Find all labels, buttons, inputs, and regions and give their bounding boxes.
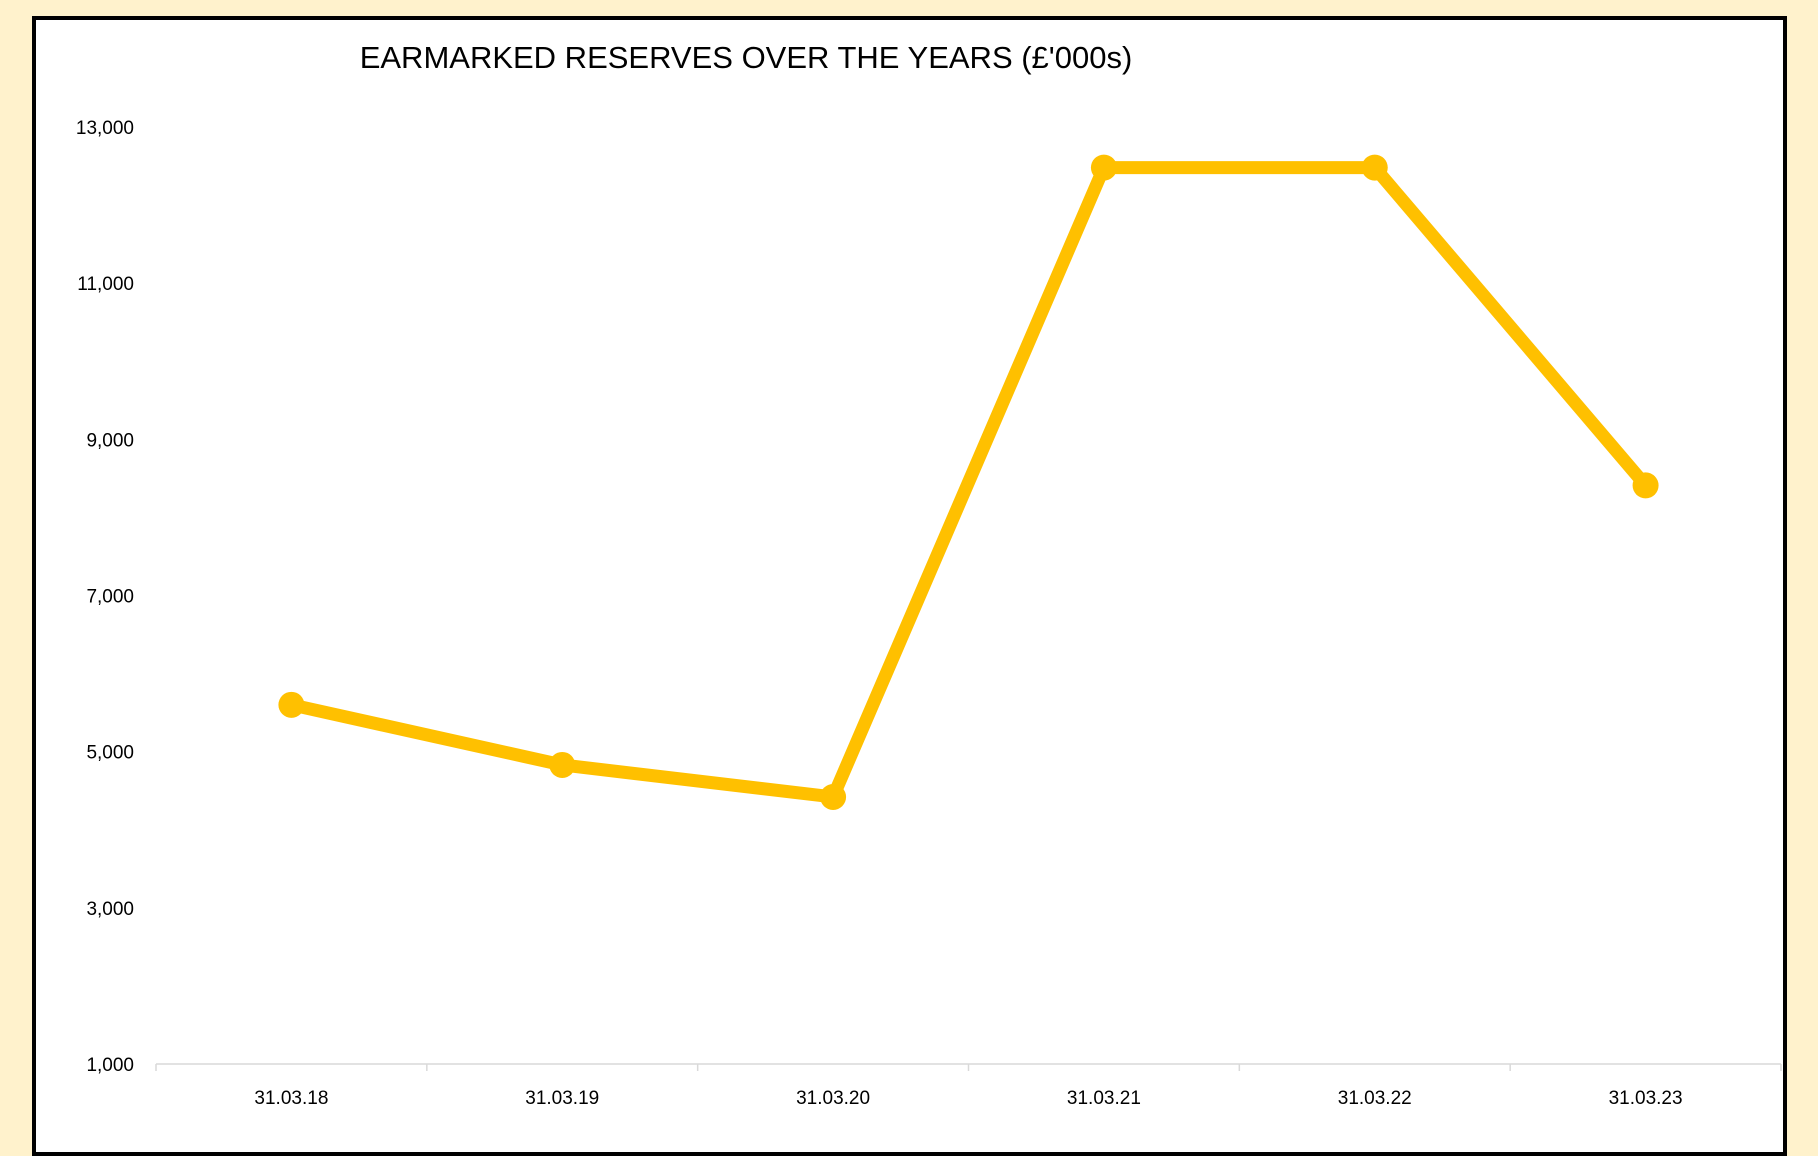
data-point-marker [549, 751, 576, 778]
x-tick-label: 31.03.22 [1338, 1088, 1412, 1109]
x-tick-label: 31.03.20 [796, 1088, 870, 1109]
y-axis-tick-labels: 1,000 3,000 5,000 7,000 9,000 11,000 13,000 [76, 118, 134, 1076]
x-tick-label: 31.03.23 [1609, 1088, 1683, 1109]
y-tick-label: 13,000 [76, 118, 134, 139]
series-line [284, 161, 1653, 804]
y-tick-label: 11,000 [77, 274, 134, 295]
data-point-marker [1361, 154, 1388, 181]
data-point-marker [1090, 154, 1117, 181]
y-tick-label: 9,000 [86, 430, 134, 451]
x-tick-label: 31.03.21 [1067, 1088, 1141, 1109]
y-tick-label: 5,000 [86, 743, 134, 764]
series-group [278, 154, 1659, 810]
x-tick-label: 31.03.19 [525, 1088, 599, 1109]
y-tick-label: 3,000 [86, 899, 134, 920]
line-chart: EARMARKED RESERVES OVER THE YEARS (£'000… [76, 40, 1782, 1109]
data-point-marker [1632, 472, 1659, 499]
y-tick-label: 1,000 [86, 1055, 134, 1076]
chart-title: EARMARKED RESERVES OVER THE YEARS (£'000… [360, 40, 1133, 75]
chart-frame: EARMARKED RESERVES OVER THE YEARS (£'000… [32, 16, 1787, 1156]
x-axis-tick-labels: 31.03.18 31.03.19 31.03.20 31.03.21 31.03.22… [254, 1088, 1682, 1109]
x-axis-ticks [155, 1064, 1782, 1071]
x-tick-label: 31.03.18 [254, 1088, 328, 1109]
data-point-marker [820, 783, 847, 810]
data-point-marker [278, 691, 305, 718]
y-tick-label: 7,000 [86, 587, 134, 608]
